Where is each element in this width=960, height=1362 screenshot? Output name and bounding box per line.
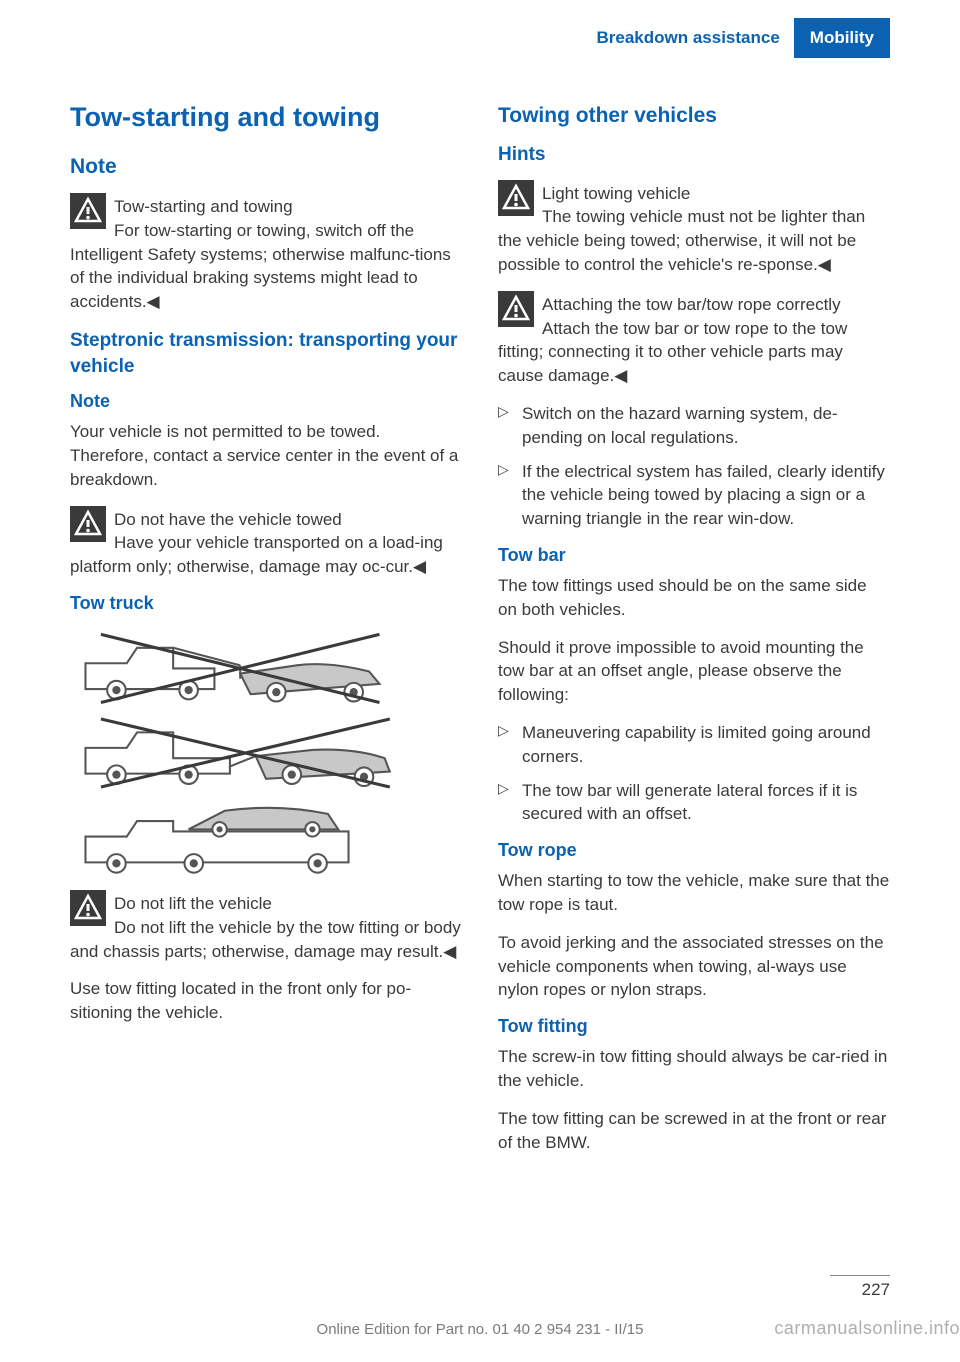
body-paragraph: Should it prove impossible to avoid moun… [498, 636, 890, 707]
bullet-text: Maneuvering capability is limited going … [522, 721, 890, 769]
warning-icon [70, 193, 106, 229]
header-section: Mobility [794, 18, 890, 58]
warning-title: Light towing vehicle [498, 180, 890, 206]
body-paragraph: The tow fitting can be screwed in at the… [498, 1107, 890, 1155]
subheading-steptronic: Steptronic transmission: transporting yo… [70, 328, 462, 379]
body-paragraph: When starting to tow the vehicle, make s… [498, 869, 890, 917]
warning-do-not-lift: Do not lift the vehicle Do not lift the … [70, 890, 462, 963]
warning-light-vehicle: Light towing vehicle The towing vehicle … [498, 180, 890, 277]
right-column: Towing other vehicles Hints Light towing… [498, 102, 890, 1168]
warning-title: Tow-starting and towing [70, 193, 462, 219]
warning-title: Do not have the vehicle towed [70, 506, 462, 532]
warning-title: Do not lift the vehicle [70, 890, 462, 916]
bullet-text: The tow bar will generate lateral forces… [522, 779, 890, 827]
warning-icon [498, 291, 534, 327]
list-item: ▷ The tow bar will generate lateral forc… [498, 779, 890, 827]
note-heading: Note [70, 155, 462, 179]
bullet-icon: ▷ [498, 721, 522, 769]
warning-body: Have your vehicle transported on a load‐… [70, 531, 462, 579]
warning-title: Attaching the tow bar/tow rope correctly [498, 291, 890, 317]
warning-body: For tow-starting or towing, switch off t… [70, 219, 462, 314]
warning-body: Do not lift the vehicle by the tow fitti… [70, 916, 462, 964]
warning-tow-starting: Tow-starting and towing For tow-starting… [70, 193, 462, 314]
bullet-icon: ▷ [498, 779, 522, 827]
tow-truck-figure [70, 622, 462, 880]
list-item: ▷ If the electrical system has failed, c… [498, 460, 890, 531]
note-heading: Note [70, 391, 462, 412]
page-header: Breakdown assistance Mobility [0, 0, 960, 58]
header-breadcrumb: Breakdown assistance [596, 28, 779, 48]
warning-icon [70, 506, 106, 542]
body-paragraph: The tow fittings used should be on the s… [498, 574, 890, 622]
page-number: 227 [862, 1280, 890, 1300]
towbar-bullets: ▷ Maneuvering capability is limited goin… [498, 721, 890, 826]
bullet-text: Switch on the hazard warning system, de‐… [522, 402, 890, 450]
body-paragraph: To avoid jerking and the associated stre… [498, 931, 890, 1002]
body-paragraph: Use tow fitting located in the front onl… [70, 977, 462, 1025]
bullet-icon: ▷ [498, 402, 522, 450]
warning-body: Attach the tow bar or tow rope to the to… [498, 317, 890, 388]
bullet-text: If the electrical system has failed, cle… [522, 460, 890, 531]
watermark: carmanualsonline.info [774, 1318, 960, 1339]
subheading-tow-truck: Tow truck [70, 593, 462, 614]
heading-towing-other: Towing other vehicles [498, 104, 890, 128]
list-item: ▷ Switch on the hazard warning system, d… [498, 402, 890, 450]
subheading-tow-fitting: Tow fitting [498, 1016, 890, 1037]
left-column: Tow-starting and towing Note Tow-startin… [70, 102, 462, 1168]
warning-attach-correctly: Attaching the tow bar/tow rope correctly… [498, 291, 890, 388]
page-number-rule [830, 1275, 890, 1276]
subheading-tow-bar: Tow bar [498, 545, 890, 566]
page-title: Tow-starting and towing [70, 102, 462, 133]
page-content: Tow-starting and towing Note Tow-startin… [0, 58, 960, 1168]
warning-icon [70, 890, 106, 926]
warning-body: The towing vehicle must not be lighter t… [498, 205, 890, 276]
subheading-tow-rope: Tow rope [498, 840, 890, 861]
warning-icon [498, 180, 534, 216]
list-item: ▷ Maneuvering capability is limited goin… [498, 721, 890, 769]
body-paragraph: Your vehicle is not permitted to be towe… [70, 420, 462, 491]
subheading-hints: Hints [498, 142, 890, 168]
bullet-icon: ▷ [498, 460, 522, 531]
body-paragraph: The screw-in tow fitting should always b… [498, 1045, 890, 1093]
hints-bullets: ▷ Switch on the hazard warning system, d… [498, 402, 890, 531]
warning-do-not-tow: Do not have the vehicle towed Have your … [70, 506, 462, 579]
